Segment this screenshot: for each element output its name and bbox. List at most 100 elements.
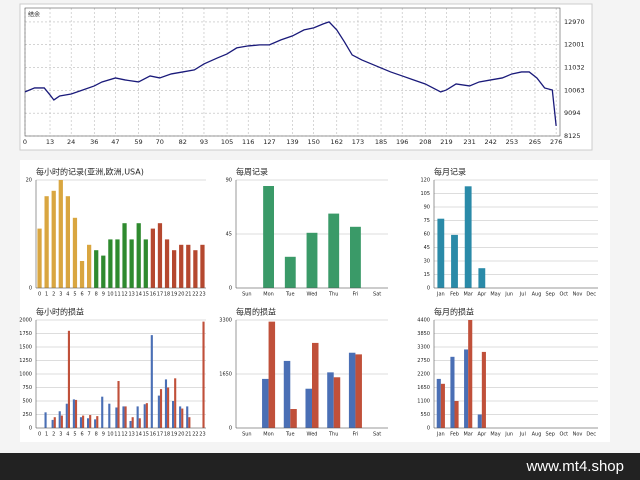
bar bbox=[143, 404, 146, 428]
bar bbox=[157, 223, 163, 288]
x-tick-label: 231 bbox=[463, 138, 475, 146]
y-tick-label: 4400 bbox=[417, 318, 430, 324]
x-tick-label: May bbox=[490, 432, 500, 438]
bar bbox=[167, 387, 170, 428]
bar bbox=[74, 399, 78, 428]
y-tick-label: 1250 bbox=[19, 358, 32, 364]
bar bbox=[94, 419, 97, 428]
bar bbox=[53, 417, 56, 428]
y-tick-label: 3300 bbox=[219, 318, 232, 324]
bar bbox=[454, 401, 459, 428]
bar bbox=[101, 255, 106, 288]
x-tick-label: 11 bbox=[114, 292, 120, 298]
x-tick-label: 6 bbox=[80, 292, 83, 298]
x-tick-label: Jan bbox=[436, 292, 445, 298]
x-tick-label: 22 bbox=[192, 292, 198, 298]
bar bbox=[306, 232, 318, 288]
x-tick-label: Mon bbox=[263, 292, 274, 298]
bar bbox=[262, 378, 269, 428]
bar bbox=[44, 196, 49, 288]
bar bbox=[143, 239, 148, 288]
y-tick-label: 120 bbox=[420, 178, 430, 184]
bar bbox=[131, 417, 134, 428]
bar bbox=[450, 356, 455, 428]
bar bbox=[51, 190, 56, 288]
x-tick-label: 5 bbox=[73, 432, 76, 438]
bar bbox=[51, 419, 54, 428]
x-tick-label: 36 bbox=[90, 138, 98, 146]
x-tick-label: 10 bbox=[107, 292, 113, 298]
x-tick-label: 23 bbox=[199, 432, 205, 438]
bar bbox=[333, 377, 341, 428]
y-tick-label: 2750 bbox=[417, 358, 430, 364]
y-tick-label: 30 bbox=[424, 259, 430, 265]
chart-title: 每小时的损益 bbox=[36, 307, 84, 317]
x-tick-label: 10 bbox=[107, 432, 113, 438]
bar bbox=[136, 406, 139, 428]
chart-title: 每月记录 bbox=[434, 167, 466, 177]
bar bbox=[202, 321, 205, 428]
y-tick-label: 3850 bbox=[417, 331, 430, 337]
bar bbox=[181, 408, 184, 428]
bar bbox=[145, 403, 148, 428]
x-tick-label: 12 bbox=[121, 432, 127, 438]
x-tick-label: Aug bbox=[532, 292, 542, 298]
bar bbox=[150, 228, 155, 288]
y-tick-label: 0 bbox=[427, 426, 430, 432]
x-tick-label: Jan bbox=[436, 432, 445, 438]
y-tick-label: 0 bbox=[29, 286, 32, 292]
x-tick-label: 2 bbox=[52, 432, 55, 438]
x-tick-label: Nov bbox=[573, 292, 583, 298]
x-tick-label: Feb bbox=[450, 292, 459, 298]
y-tick-label: 750 bbox=[22, 385, 32, 391]
bar bbox=[58, 411, 61, 428]
bar bbox=[67, 330, 70, 428]
y-tick-label: 11032 bbox=[564, 64, 585, 72]
bar bbox=[117, 381, 120, 428]
y-tick-label: 250 bbox=[22, 412, 32, 418]
y-tick-label: 0 bbox=[229, 286, 232, 292]
x-tick-label: 59 bbox=[134, 138, 142, 146]
y-tick-label: 1650 bbox=[219, 372, 232, 378]
bar bbox=[79, 261, 85, 288]
bar bbox=[150, 335, 153, 428]
x-tick-label: Oct bbox=[560, 432, 569, 438]
x-tick-label: 20 bbox=[178, 432, 184, 438]
chart-title: 每周记录 bbox=[236, 167, 268, 177]
y-tick-label: 12970 bbox=[564, 18, 585, 26]
x-tick-label: 22 bbox=[192, 432, 198, 438]
x-tick-label: 19 bbox=[171, 292, 177, 298]
bar bbox=[200, 244, 205, 288]
y-tick-label: 2200 bbox=[417, 372, 430, 378]
x-tick-label: 9 bbox=[102, 432, 105, 438]
bar bbox=[468, 320, 473, 428]
y-tick-label: 10063 bbox=[564, 86, 585, 94]
x-tick-label: Tue bbox=[285, 432, 295, 438]
x-tick-label: 23 bbox=[199, 292, 205, 298]
x-tick-label: 5 bbox=[73, 292, 76, 298]
y-tick-label: 550 bbox=[420, 412, 430, 418]
y-tick-label: 1750 bbox=[19, 331, 32, 337]
x-tick-label: Mon bbox=[263, 432, 274, 438]
y-tick-label: 45 bbox=[424, 245, 430, 251]
bar bbox=[263, 186, 274, 288]
bar bbox=[37, 228, 42, 288]
x-tick-label: 0 bbox=[23, 138, 27, 146]
bar bbox=[350, 226, 361, 288]
x-tick-label: 276 bbox=[550, 138, 562, 146]
bar bbox=[481, 351, 486, 428]
bar bbox=[122, 406, 125, 428]
bar bbox=[58, 180, 63, 288]
x-tick-label: Sat bbox=[373, 432, 381, 438]
bar bbox=[477, 414, 482, 428]
x-tick-label: Sun bbox=[242, 432, 252, 438]
x-tick-label: 21 bbox=[185, 432, 191, 438]
bar bbox=[179, 244, 184, 288]
x-tick-label: 14 bbox=[136, 292, 142, 298]
x-tick-label: 15 bbox=[143, 292, 149, 298]
x-tick-label: Wed bbox=[307, 292, 318, 298]
x-tick-label: 47 bbox=[111, 138, 119, 146]
bar bbox=[72, 399, 75, 428]
bar bbox=[193, 250, 198, 288]
